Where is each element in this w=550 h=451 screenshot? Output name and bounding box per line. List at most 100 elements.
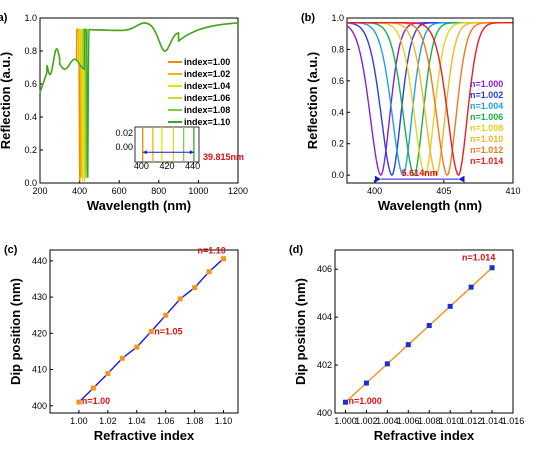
panel-a-plot-frame: [39, 17, 239, 184]
panel-c-point-8: [192, 285, 198, 291]
panel-c-y-tick-label: 420: [32, 328, 47, 338]
panel-a-x-tick-label: 400: [72, 186, 87, 196]
panel-b-plot-frame: [346, 17, 514, 184]
panel-d-y-axis-label: Dip position (nm): [293, 278, 308, 385]
panel-b-y-tick-label: 0.4: [331, 107, 344, 117]
panel-d-x-tick-label: 1.004: [376, 416, 399, 426]
panel-a-y-tick-label: 0.4: [24, 112, 37, 122]
panel-a-legend-label-2: index=1.04: [184, 81, 230, 91]
panel-c-point-2: [105, 371, 111, 377]
panel-a-inset-y-tick: 0.00: [115, 142, 133, 152]
panel-a-legend-label-4: index=1.08: [184, 105, 230, 115]
panel-b-y-tick-label: 0.8: [331, 44, 344, 54]
panel-a-legend-label-5: index=1.10: [184, 117, 230, 127]
panel-d-annotation-0: n=1.000: [348, 396, 381, 406]
panel-d-x-tick-label: 1.002: [355, 416, 378, 426]
panel-c-panel-label: (c): [4, 244, 18, 256]
panel-a-x-tick-label: 600: [112, 186, 127, 196]
panel-a-inset-y-tick: 0.02: [115, 128, 133, 138]
panel-d-point-0: [342, 399, 348, 405]
panel-d-y-tick-label: 402: [317, 360, 332, 370]
panel-b-series-7: [347, 22, 513, 176]
panel-b-y-axis-label: Reflection (a.u.): [305, 52, 320, 150]
panel-a-inset-annotation: 39.815nm: [203, 152, 244, 162]
panel-a-x-tick-label: 800: [151, 186, 166, 196]
panel-d-point-5: [447, 303, 453, 309]
panel-c-point-5: [148, 329, 154, 334]
panel-a-y-axis-label: Reflection (a.u.): [0, 52, 13, 150]
panel-b-y-tick-label: 0.0: [331, 170, 344, 180]
panel-c-point-4: [134, 344, 140, 350]
panel-d-x-tick-label: 1.008: [418, 416, 441, 426]
panel-a-y-tick-label: 0.8: [24, 46, 37, 56]
panel-a-inset-arrowhead-right: [189, 150, 194, 155]
panel-b-x-tick-label: 400: [367, 186, 382, 196]
panel-d-x-tick-label: 1.012: [460, 416, 483, 426]
panel-b-legend-label-0: n=1.000: [470, 79, 503, 89]
panel-d-y-tick-label: 406: [317, 264, 332, 274]
panel-b-legend-label-7: n=1.014: [470, 156, 503, 166]
panel-b-arrowhead-left: [374, 175, 381, 183]
panel-d-y-tick-label: 400: [317, 408, 332, 418]
panel-c-annotation-2: n=1.10: [198, 246, 226, 256]
panel-c-x-tick-label: 1.00: [70, 416, 88, 426]
panel-b-x-axis-label: Wavelength (nm): [378, 198, 482, 213]
panel-a-panel-label: (a): [0, 12, 8, 24]
panel-b-legend-label-5: n=1.010: [470, 134, 503, 144]
panel-b-x-tick-label: 405: [436, 186, 451, 196]
panel-d-plot-frame: [334, 249, 514, 414]
panel-c-x-tick-label: 1.08: [186, 416, 204, 426]
panel-c-y-tick-label: 440: [32, 256, 47, 266]
panel-c-point-7: [177, 296, 183, 302]
panel-c-point-10: [221, 256, 227, 262]
panel-c-y-tick-label: 400: [32, 401, 47, 411]
panel-d-panel-label: (d): [289, 244, 303, 256]
panel-a-x-axis-label: Wavelength (nm): [87, 198, 191, 213]
panel-d-point-6: [468, 284, 474, 290]
panel-c-annotation-0: n=1.00: [82, 396, 110, 406]
panel-b-legend-label-6: n=1.012: [470, 145, 503, 155]
panel-c-point-6: [163, 312, 169, 318]
panel-d-point-4: [426, 323, 432, 329]
panel-c-y-tick-label: 430: [32, 292, 47, 302]
panel-b-y-tick-label: 0.2: [331, 139, 344, 149]
panel-b-panel-label: (b): [301, 12, 315, 24]
panel-c-x-axis-label: Refractive index: [94, 428, 195, 443]
panel-b-x-tick-label: 410: [505, 186, 520, 196]
panel-b-legend-label-2: n=1.004: [470, 101, 503, 111]
panel-d-point-1: [363, 380, 369, 386]
panel-a-y-tick-label: 0.0: [24, 178, 37, 188]
panel-d-point-7: [489, 265, 495, 271]
panel-c-point-0: [76, 399, 82, 405]
panel-d-x-tick-label: 1.010: [439, 416, 462, 426]
panel-c-y-axis-label: Dip position (nm): [8, 278, 23, 385]
panel-a-x-tick-label: 200: [32, 186, 47, 196]
panel-d-point-2: [384, 361, 390, 367]
panel-a-y-tick-label: 0.2: [24, 145, 37, 155]
panel-b-span-annotation: 5.614nm: [402, 168, 438, 178]
panel-c-x-tick-label: 1.10: [215, 416, 233, 426]
panel-c-y-tick-label: 410: [32, 365, 47, 375]
panel-a-legend-label-0: index=1.00: [184, 57, 230, 67]
panel-b-legend-label-4: n=1.008: [470, 123, 503, 133]
panel-c-plot-frame: [49, 249, 239, 414]
panel-c-x-tick-label: 1.02: [99, 416, 117, 426]
panel-a-y-tick-label: 0.6: [24, 79, 37, 89]
panel-a-inset-frame: [134, 126, 200, 163]
panel-d-x-tick-label: 1.006: [397, 416, 420, 426]
panel-d-x-tick-label: 1.014: [481, 416, 504, 426]
panel-c-point-9: [206, 269, 212, 275]
panel-b-legend-label-1: n=1.002: [470, 90, 503, 100]
panel-a-legend-label-1: index=1.02: [184, 69, 230, 79]
panel-a-inset-x-tick: 420: [159, 161, 174, 171]
panel-c-x-tick-label: 1.06: [157, 416, 175, 426]
panel-b-arrowhead-right: [458, 175, 465, 183]
panel-a-inset-x-tick: 400: [134, 161, 149, 171]
panel-a-series-5: [39, 22, 239, 178]
panel-d-x-tick-label: 1.000: [334, 416, 357, 426]
panel-d-point-3: [405, 342, 411, 348]
panel-d-line: [345, 267, 493, 403]
panel-d-y-tick-label: 404: [317, 312, 332, 322]
panel-c-annotation-1: n=1.05: [154, 327, 182, 337]
